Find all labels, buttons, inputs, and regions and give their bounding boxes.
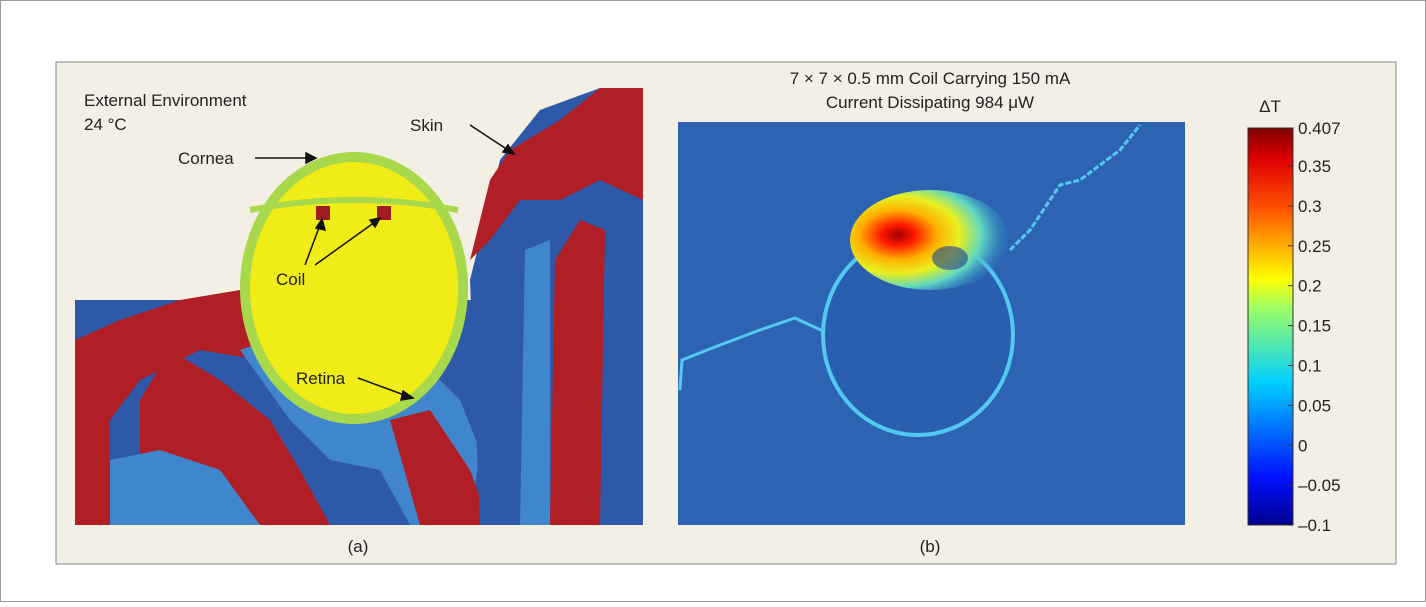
colorbar-tick-label: 0.1 [1298, 357, 1322, 376]
cornea-label: Cornea [178, 149, 234, 168]
coil-label: Coil [276, 270, 305, 289]
figure: External Environment 24 °C Skin Cornea C… [0, 0, 1426, 602]
colorbar-tick-label: 0 [1298, 436, 1307, 455]
colorbar-tick-label: 0.25 [1298, 237, 1331, 256]
environment-label: External Environment [84, 91, 247, 110]
skin-label: Skin [410, 116, 443, 135]
caption-a: (a) [348, 537, 369, 556]
colorbar-tick-label: 0.05 [1298, 396, 1331, 415]
colorbar-label: ΔT [1259, 97, 1281, 116]
environment-temperature: 24 °C [84, 115, 127, 134]
colorbar-tick-label: 0.15 [1298, 317, 1331, 336]
colorbar-tick-label: 0.35 [1298, 157, 1331, 176]
colorbar-tick-label: –0.1 [1298, 516, 1331, 535]
panel-b-title: 7 × 7 × 0.5 mm Coil Carrying 150 mA [790, 69, 1071, 88]
panel-b-title: Current Dissipating 984 μW [826, 93, 1034, 112]
colorbar [1248, 128, 1293, 525]
colorbar-tick-label: 0.407 [1298, 119, 1341, 138]
retina-label: Retina [296, 369, 346, 388]
caption-b: (b) [920, 537, 941, 556]
colorbar-tick-label: –0.05 [1298, 476, 1341, 495]
colorbar-tick-label: 0.2 [1298, 277, 1322, 296]
panel-b-image [678, 122, 1185, 525]
colorbar-tick-label: 0.3 [1298, 197, 1322, 216]
